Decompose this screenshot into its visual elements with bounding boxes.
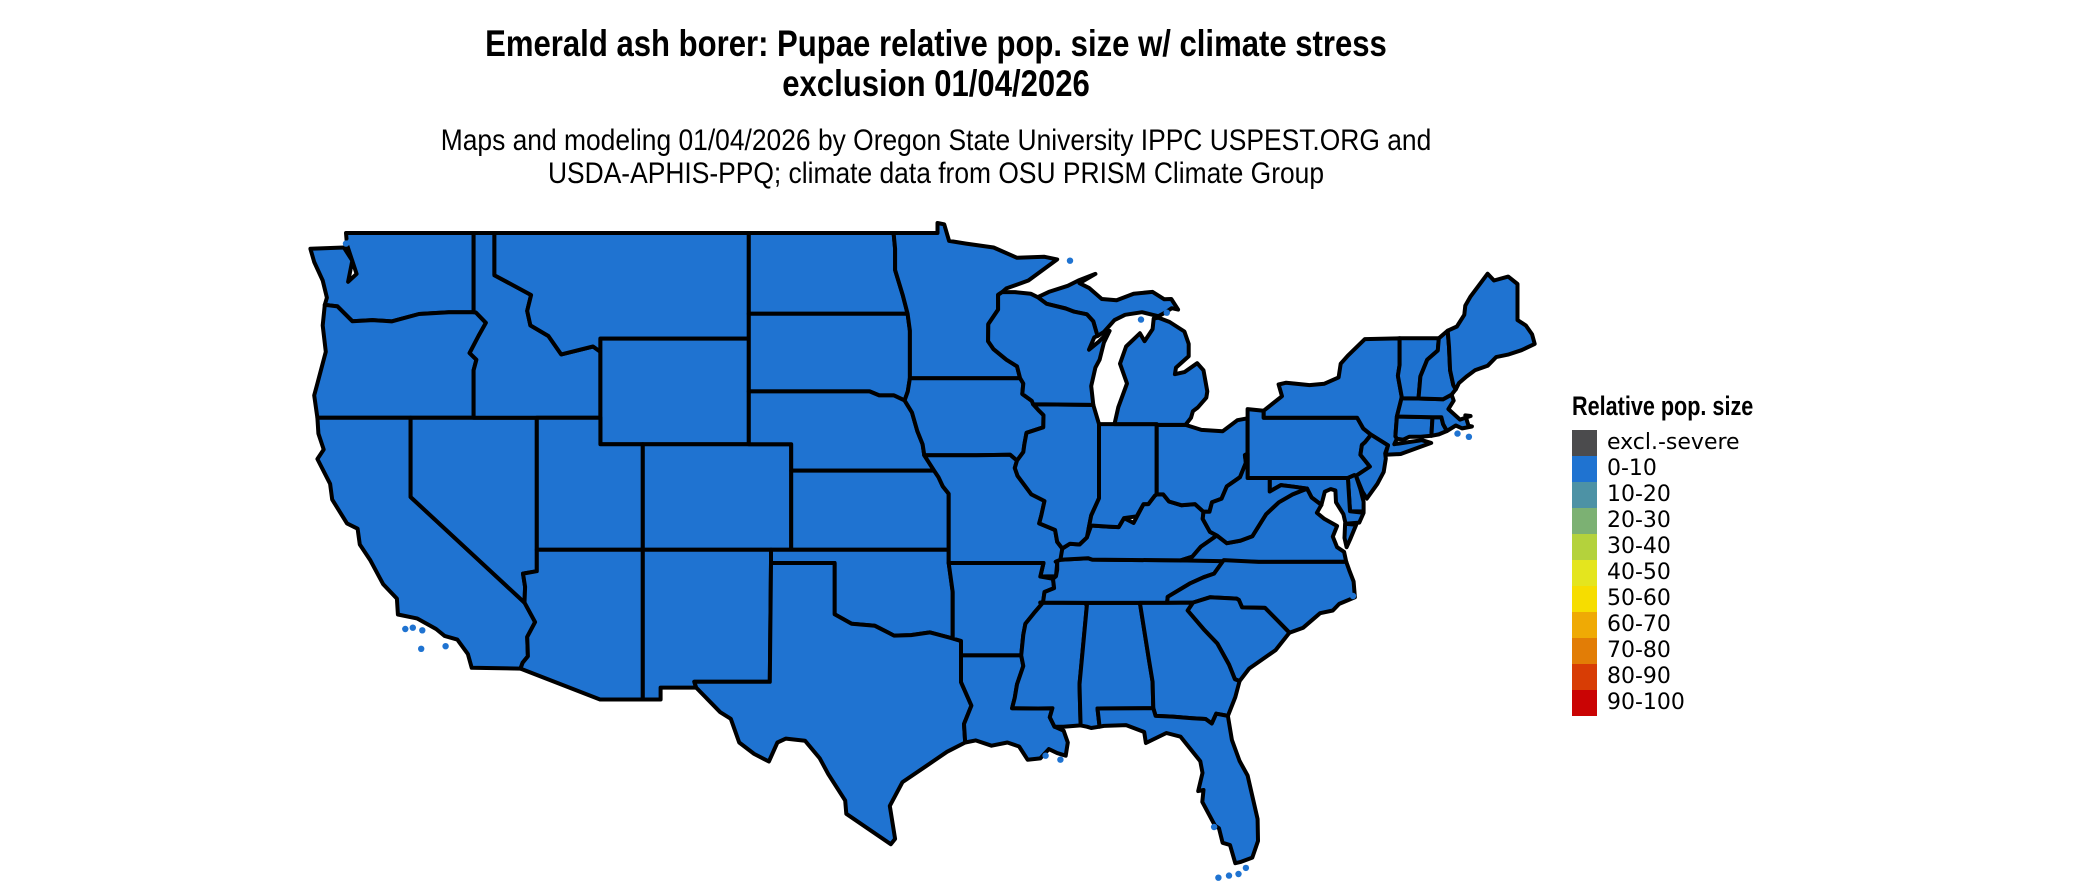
state-co: [640, 442, 794, 552]
island-dot: [347, 238, 354, 246]
island-dot: [418, 645, 425, 652]
island-dot: [1042, 752, 1049, 759]
island-dot: [1242, 864, 1250, 872]
legend-swatch: [1572, 508, 1597, 534]
island-dot: [1465, 433, 1473, 440]
figure-subtitle-line1: Maps and modeling 01/04/2026 by Oregon S…: [440, 124, 1432, 157]
state-sd: [746, 311, 912, 403]
legend-label: 0-10: [1607, 456, 1657, 481]
legend-item: 60-70: [1572, 612, 1799, 638]
legend-item: 90-100: [1572, 690, 1799, 716]
state-wy: [598, 336, 751, 447]
legend-label: 70-80: [1607, 638, 1671, 663]
island-dot: [1137, 316, 1145, 323]
legend-label: 60-70: [1607, 612, 1671, 637]
legend-label: 40-50: [1607, 560, 1671, 585]
legend-swatch: [1572, 534, 1597, 560]
legend-swatch: [1572, 612, 1597, 638]
legend-rows: excl.-severe 0-10 10-20 20-30 30-40 40-50 50-6…: [1572, 430, 1799, 716]
island-dot: [409, 624, 416, 631]
state-wi: [986, 290, 1112, 407]
legend-item: excl.-severe: [1572, 430, 1799, 456]
state-fl: [1095, 706, 1260, 866]
legend-label: excl.-severe: [1607, 430, 1740, 455]
state-wv: [1200, 451, 1309, 546]
legend-label: 20-30: [1607, 508, 1671, 533]
legend-title: Relative pop. size: [1572, 391, 1754, 421]
legend-item: 10-20: [1572, 482, 1799, 508]
island-dot: [402, 625, 409, 633]
legend-item: 80-90: [1572, 664, 1799, 690]
state-az: [518, 547, 645, 702]
island-dot: [1454, 430, 1461, 437]
state-or: [312, 302, 488, 420]
legend-label: 80-90: [1607, 664, 1671, 689]
legend-item: 70-80: [1572, 638, 1799, 664]
island-dot: [419, 627, 426, 634]
legend-item: 0-10: [1572, 456, 1799, 482]
island-dot: [1163, 309, 1171, 316]
island-dot: [442, 643, 449, 650]
state-nj: [1354, 432, 1390, 501]
figure-title: Emerald ash borer: Pupae relative pop. s…: [150, 24, 1722, 104]
island-dot: [1066, 257, 1074, 264]
legend-swatch: [1572, 586, 1597, 612]
legend-swatch: [1572, 456, 1597, 482]
island-dot: [1235, 870, 1242, 878]
legend-label: 90-100: [1607, 690, 1685, 715]
state-nd: [746, 231, 910, 316]
island-dot: [1349, 592, 1357, 600]
state-nm: [640, 547, 773, 702]
figure-title-line2: exclusion 01/04/2026: [782, 63, 1090, 104]
legend-label: 30-40: [1607, 534, 1671, 559]
island-dot: [1210, 823, 1218, 831]
legend-swatch: [1572, 690, 1597, 716]
state-mi: [1112, 315, 1210, 427]
legend-item: 50-60: [1572, 586, 1799, 612]
figure-subtitle: Maps and modeling 01/04/2026 by Oregon S…: [112, 124, 1759, 190]
legend-swatch: [1572, 482, 1597, 508]
map-legend: Relative pop. size excl.-severe 0-10 10-20…: [1572, 391, 1799, 716]
legend-item: 40-50: [1572, 560, 1799, 586]
legend-label: 50-60: [1607, 586, 1671, 611]
state-tx: [692, 561, 974, 847]
state-ct: [1393, 414, 1435, 442]
legend-swatch: [1572, 430, 1597, 456]
island-dot: [1225, 872, 1233, 879]
legend-item: 20-30: [1572, 508, 1799, 534]
island-dot: [1215, 874, 1222, 881]
legend-label: 10-20: [1607, 482, 1671, 507]
legend-swatch: [1572, 560, 1597, 586]
figure-subtitle-line2: USDA-APHIS-PPQ; climate data from OSU PR…: [547, 157, 1325, 190]
state-me: [1445, 271, 1537, 392]
legend-item: 30-40: [1572, 534, 1799, 560]
figure-title-line1: Emerald ash borer: Pupae relative pop. s…: [485, 23, 1387, 64]
island-dot: [1057, 756, 1064, 763]
legend-swatch: [1572, 638, 1597, 664]
state-ks: [789, 468, 951, 552]
legend-swatch: [1572, 664, 1597, 690]
